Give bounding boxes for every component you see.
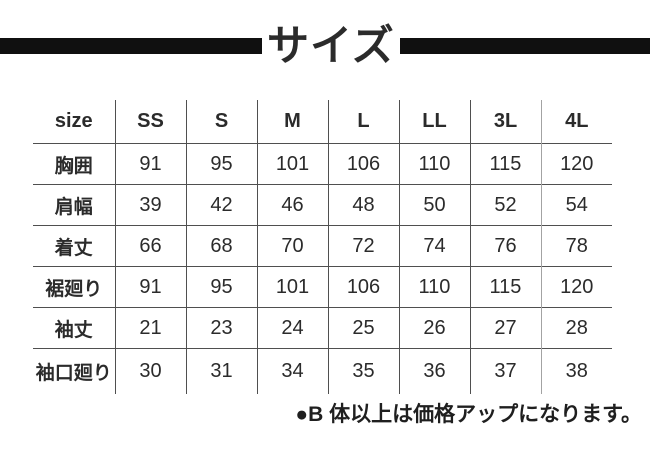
value-cell: 74 (398, 225, 470, 267)
row-label: 肩幅 (33, 184, 115, 226)
value-cell: 48 (327, 184, 399, 226)
value-cell: 46 (256, 184, 328, 226)
value-cell: 110 (398, 266, 470, 308)
value-cell: 72 (327, 225, 399, 267)
row-label: 袖丈 (33, 307, 115, 349)
value-cell: 30 (114, 348, 186, 394)
value-cell: 68 (185, 225, 257, 267)
value-cell: 37 (469, 348, 541, 394)
value-cell: 101 (256, 143, 328, 185)
table-row-length: 着丈 66 68 70 72 74 76 78 (33, 225, 612, 267)
value-cell: 106 (327, 143, 399, 185)
header-cell-l: L (327, 100, 399, 144)
value-cell: 36 (398, 348, 470, 394)
value-cell: 24 (256, 307, 328, 349)
value-cell: 34 (256, 348, 328, 394)
value-cell: 54 (540, 184, 612, 226)
value-cell: 70 (256, 225, 328, 267)
value-cell: 76 (469, 225, 541, 267)
value-cell: 106 (327, 266, 399, 308)
value-cell: 26 (398, 307, 470, 349)
value-cell: 52 (469, 184, 541, 226)
value-cell: 27 (469, 307, 541, 349)
value-cell: 39 (114, 184, 186, 226)
price-note: ●B 体以上は価格アップになります。 (295, 403, 642, 426)
value-cell: 28 (540, 307, 612, 349)
value-cell: 115 (469, 143, 541, 185)
row-label: 袖口廻り (33, 348, 115, 394)
value-cell: 66 (114, 225, 186, 267)
row-label: 裾廻り (33, 266, 115, 308)
title-divider-bar-right (399, 37, 650, 54)
value-cell: 78 (540, 225, 612, 267)
value-cell: 120 (540, 266, 612, 308)
value-cell: 31 (185, 348, 257, 394)
row-label: 胸囲 (33, 143, 115, 185)
row-label: 着丈 (33, 225, 115, 267)
table-row-cuff: 袖口廻り 30 31 34 35 36 37 38 (33, 348, 612, 394)
value-cell: 42 (185, 184, 257, 226)
value-cell: 35 (327, 348, 399, 394)
value-cell: 38 (540, 348, 612, 394)
size-table: size SS S M L LL 3L 4L 胸囲 91 95 101 106 … (33, 100, 612, 394)
table-row-sleeve: 袖丈 21 23 24 25 26 27 28 (33, 307, 612, 349)
value-cell: 21 (114, 307, 186, 349)
page-title: サイズ (267, 21, 395, 69)
header-cell-s: S (185, 100, 257, 144)
table-row-shoulder: 肩幅 39 42 46 48 50 52 54 (33, 184, 612, 226)
value-cell: 120 (540, 143, 612, 185)
header-cell-size: size (54, 110, 93, 132)
value-cell: 95 (185, 266, 257, 308)
header-cell-m: M (256, 100, 328, 144)
value-cell: 115 (469, 266, 541, 308)
table-header-row: size SS S M L LL 3L 4L (33, 100, 612, 144)
value-cell: 91 (114, 143, 186, 185)
value-cell: 23 (185, 307, 257, 349)
header-cell-ll: LL (398, 100, 470, 144)
header-cell-ss: SS (114, 100, 186, 144)
value-cell: 101 (256, 266, 328, 308)
value-cell: 25 (327, 307, 399, 349)
value-cell: 95 (185, 143, 257, 185)
header-cell-4l: 4L (540, 100, 612, 144)
value-cell: 110 (398, 143, 470, 185)
value-cell: 50 (398, 184, 470, 226)
title-banner: サイズ (0, 23, 650, 68)
table-row-chest: 胸囲 91 95 101 106 110 115 120 (33, 143, 612, 185)
value-cell: 91 (114, 266, 186, 308)
header-cell-3l: 3L (469, 100, 541, 144)
table-row-hem: 裾廻り 91 95 101 106 110 115 120 (33, 266, 612, 308)
title-divider-bar-left (0, 37, 262, 54)
